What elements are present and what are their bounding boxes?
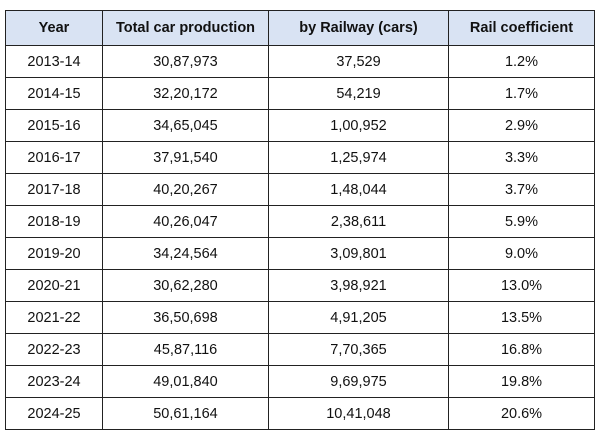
header-row: Year Total car production by Railway (ca… [5, 10, 595, 46]
cell-total-production: 30,62,280 [102, 269, 269, 302]
cell-year: 2018-19 [5, 205, 103, 238]
cell-rail-coefficient: 5.9% [448, 205, 595, 238]
cell-total-production: 40,26,047 [102, 205, 269, 238]
cell-by-railway: 37,529 [268, 45, 449, 78]
cell-year: 2016-17 [5, 141, 103, 174]
cell-total-production: 34,65,045 [102, 109, 269, 142]
cell-by-railway: 1,48,044 [268, 173, 449, 206]
cell-year: 2024-25 [5, 397, 103, 430]
cell-by-railway: 10,41,048 [268, 397, 449, 430]
cell-year: 2015-16 [5, 109, 103, 142]
cell-rail-coefficient: 13.0% [448, 269, 595, 302]
cell-rail-coefficient: 3.3% [448, 141, 595, 174]
cell-by-railway: 54,219 [268, 77, 449, 110]
cell-rail-coefficient: 19.8% [448, 365, 595, 398]
cell-by-railway: 4,91,205 [268, 301, 449, 334]
cell-rail-coefficient: 2.9% [448, 109, 595, 142]
cell-rail-coefficient: 3.7% [448, 173, 595, 206]
table-row: 2018-19 40,26,047 2,38,611 5.9% [5, 205, 595, 238]
table-row: 2013-14 30,87,973 37,529 1.2% [5, 45, 595, 78]
cell-total-production: 45,87,116 [102, 333, 269, 366]
cell-total-production: 37,91,540 [102, 141, 269, 174]
cell-rail-coefficient: 1.7% [448, 77, 595, 110]
cell-total-production: 32,20,172 [102, 77, 269, 110]
table-row: 2015-16 34,65,045 1,00,952 2.9% [5, 109, 595, 142]
cell-rail-coefficient: 16.8% [448, 333, 595, 366]
header-rail-coefficient: Rail coefficient [448, 10, 595, 46]
cell-by-railway: 3,09,801 [268, 237, 449, 270]
cell-by-railway: 9,69,975 [268, 365, 449, 398]
header-total-car-production: Total car production [102, 10, 269, 46]
cell-by-railway: 3,98,921 [268, 269, 449, 302]
table-row: 2017-18 40,20,267 1,48,044 3.7% [5, 173, 595, 206]
cell-year: 2020-21 [5, 269, 103, 302]
cell-year: 2014-15 [5, 77, 103, 110]
car-production-table: Year Total car production by Railway (ca… [5, 10, 595, 430]
cell-rail-coefficient: 9.0% [448, 237, 595, 270]
cell-year: 2013-14 [5, 45, 103, 78]
cell-rail-coefficient: 13.5% [448, 301, 595, 334]
table-row: 2024-25 50,61,164 10,41,048 20.6% [5, 397, 595, 430]
cell-year: 2017-18 [5, 173, 103, 206]
cell-total-production: 30,87,973 [102, 45, 269, 78]
cell-rail-coefficient: 1.2% [448, 45, 595, 78]
cell-total-production: 50,61,164 [102, 397, 269, 430]
table-row: 2019-20 34,24,564 3,09,801 9.0% [5, 237, 595, 270]
table-row: 2014-15 32,20,172 54,219 1.7% [5, 77, 595, 110]
cell-by-railway: 1,25,974 [268, 141, 449, 174]
header-by-railway: by Railway (cars) [268, 10, 449, 46]
cell-year: 2021-22 [5, 301, 103, 334]
cell-year: 2022-23 [5, 333, 103, 366]
table-row: 2020-21 30,62,280 3,98,921 13.0% [5, 269, 595, 302]
cell-total-production: 34,24,564 [102, 237, 269, 270]
table-row: 2021-22 36,50,698 4,91,205 13.5% [5, 301, 595, 334]
header-year: Year [5, 10, 103, 46]
cell-total-production: 36,50,698 [102, 301, 269, 334]
cell-by-railway: 7,70,365 [268, 333, 449, 366]
cell-by-railway: 2,38,611 [268, 205, 449, 238]
data-table-container: Year Total car production by Railway (ca… [5, 10, 595, 430]
cell-year: 2023-24 [5, 365, 103, 398]
cell-by-railway: 1,00,952 [268, 109, 449, 142]
table-row: 2023-24 49,01,840 9,69,975 19.8% [5, 365, 595, 398]
cell-total-production: 49,01,840 [102, 365, 269, 398]
table-row: 2016-17 37,91,540 1,25,974 3.3% [5, 141, 595, 174]
cell-rail-coefficient: 20.6% [448, 397, 595, 430]
cell-year: 2019-20 [5, 237, 103, 270]
cell-total-production: 40,20,267 [102, 173, 269, 206]
table-row: 2022-23 45,87,116 7,70,365 16.8% [5, 333, 595, 366]
